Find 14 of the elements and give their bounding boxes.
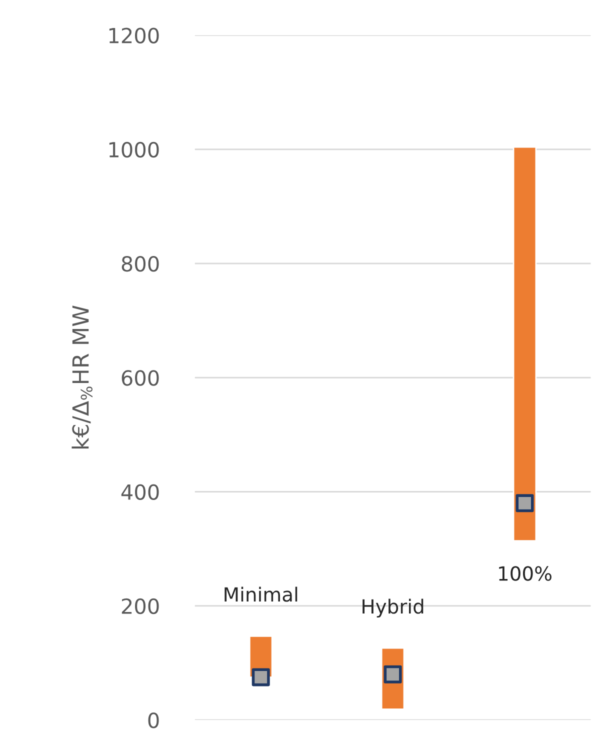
x-tick-label: 100% [499, 566, 552, 581]
y-tick-label: 200 [122, 598, 159, 614]
x-tick-label: Minimal [224, 586, 298, 602]
y-tick-label: 1000 [109, 142, 159, 158]
y-tick-label: 1200 [109, 28, 159, 44]
y-tick-label: 0 [148, 712, 159, 728]
point [252, 668, 270, 686]
bar [512, 146, 537, 542]
y-tick-label: 800 [122, 256, 159, 272]
x-tick-label: Hybrid [362, 598, 424, 618]
y-tick-label: 600 [122, 370, 159, 386]
point [516, 494, 534, 512]
y-axis-title: k€/Δ$_{%}$HR MW [72, 306, 92, 448]
y-tick-label: 400 [121, 484, 159, 500]
